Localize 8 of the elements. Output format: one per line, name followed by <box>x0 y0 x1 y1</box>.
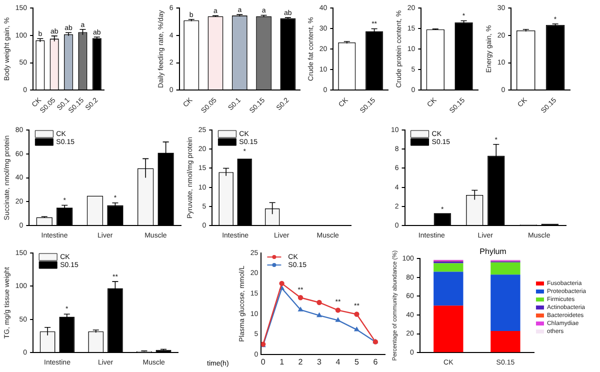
x-tick-label: 4 <box>336 357 341 366</box>
x-tick-label: 2 <box>298 357 304 366</box>
chart-title: Phylum <box>480 247 507 256</box>
x-tick-label: 3 <box>317 357 322 366</box>
x-tick-label: 6 <box>373 357 378 366</box>
x-tick-label: 0 <box>260 357 266 366</box>
x-tick-label: 1 <box>280 357 285 366</box>
x-tick-label: 5 <box>354 357 360 366</box>
